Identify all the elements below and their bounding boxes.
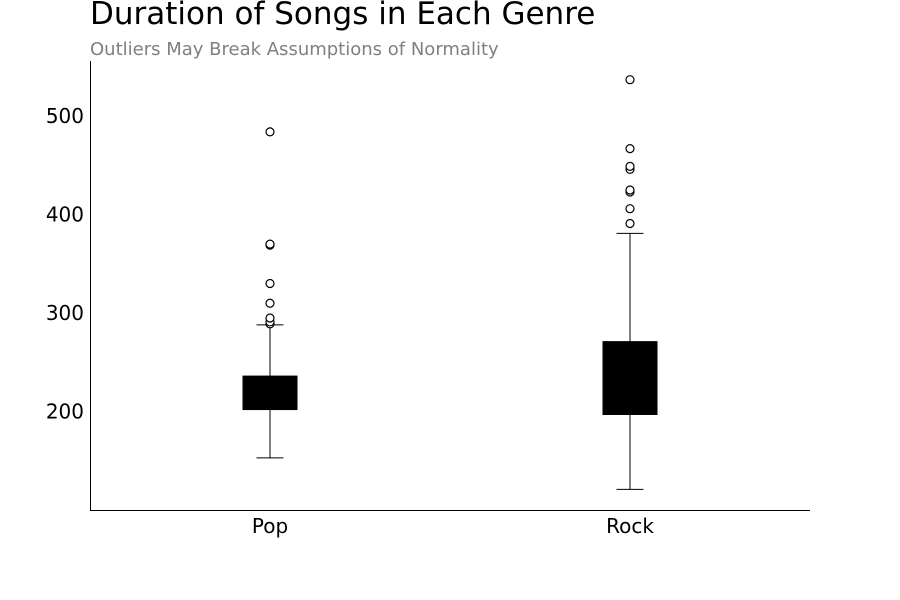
outlier-point (265, 127, 275, 137)
box-group (602, 75, 658, 490)
outlier-point (265, 278, 275, 289)
outlier-point (265, 313, 275, 323)
chart-title: Duration of Songs in Each Genre (90, 0, 596, 32)
y-tick-label: 200 (46, 400, 84, 424)
outlier-point (625, 75, 635, 85)
y-tick-label: 400 (46, 203, 84, 227)
outlier-point (625, 161, 635, 171)
x-tick-label: Pop (252, 514, 288, 538)
box-series (242, 75, 658, 490)
box-group (242, 127, 298, 459)
outlier-point (625, 185, 635, 195)
outlier-point (625, 204, 635, 214)
x-tick-labels: Pop Rock (252, 514, 654, 538)
chart-subtitle: Outliers May Break Assumptions of Normal… (90, 39, 499, 60)
outlier-point (265, 239, 275, 249)
outlier-point (625, 218, 635, 229)
y-tick-labels: 200 300 400 500 (46, 104, 84, 423)
outlier-point (625, 144, 635, 154)
x-tick-label: Rock (606, 514, 654, 538)
y-tick-label: 500 (46, 104, 84, 128)
outlier-point (265, 298, 275, 308)
y-tick-label: 300 (46, 301, 84, 325)
